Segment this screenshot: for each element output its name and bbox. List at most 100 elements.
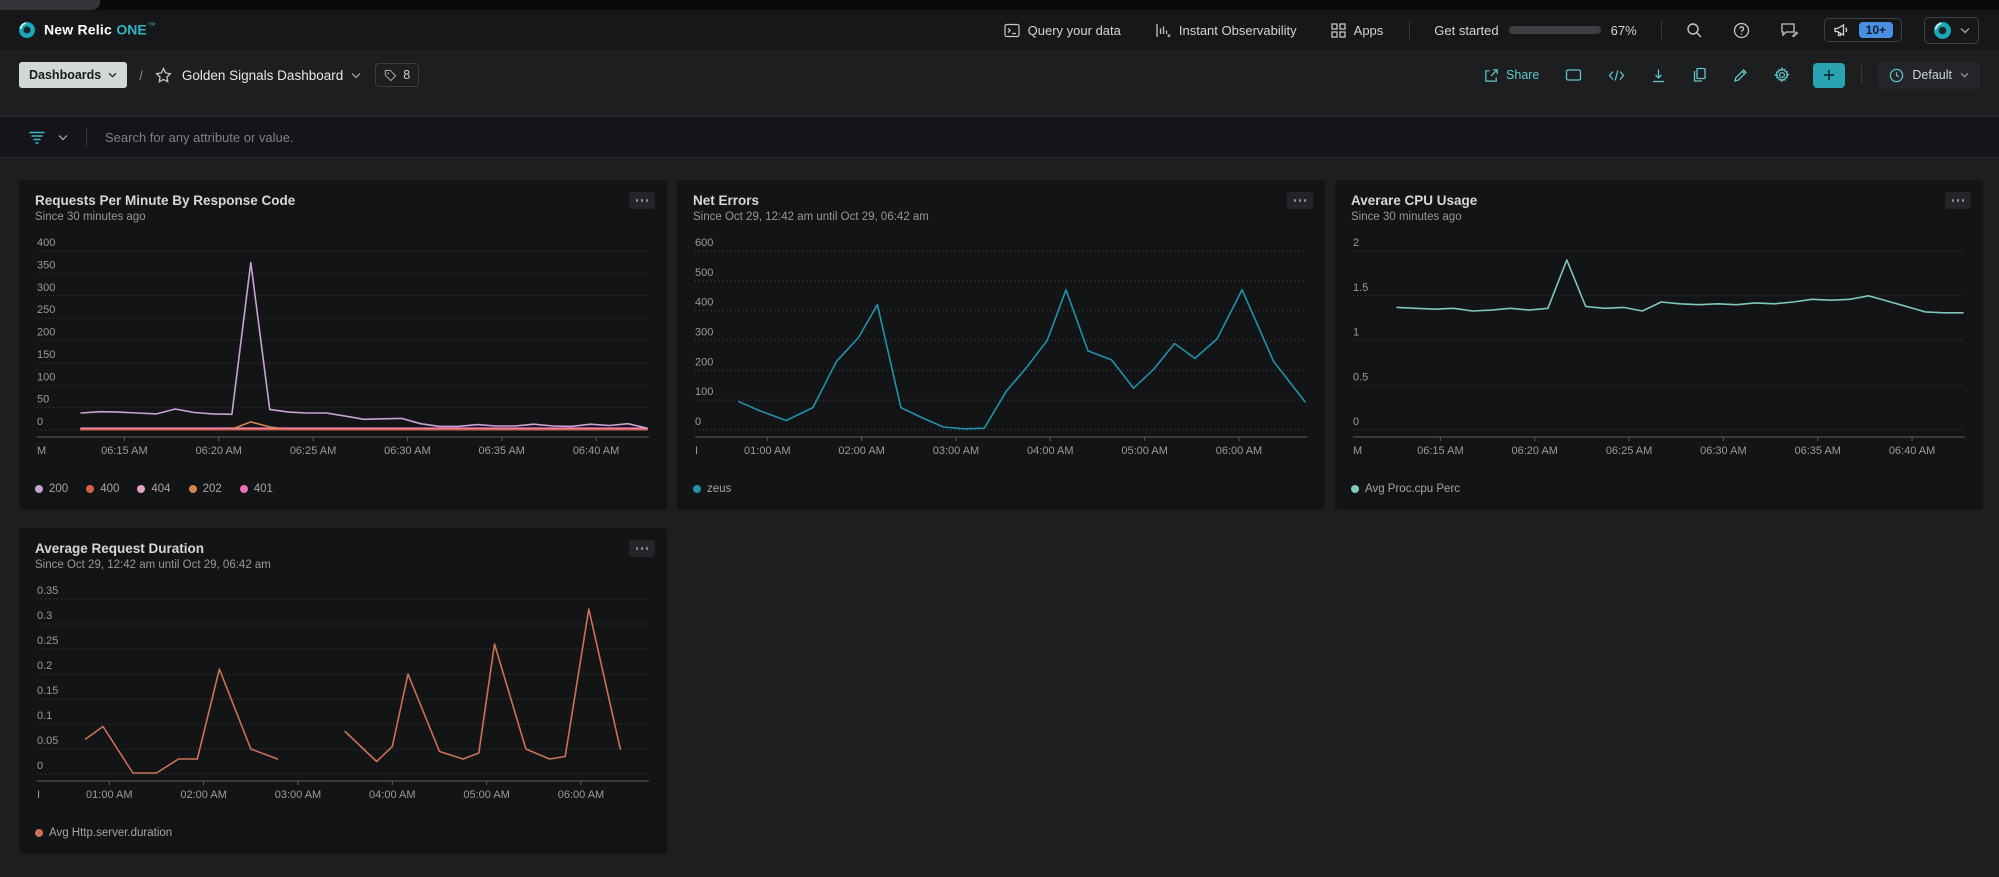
share-button[interactable]: Share	[1473, 68, 1550, 83]
panel-menu-button[interactable]	[1945, 192, 1971, 209]
tv-mode-button[interactable]	[1554, 68, 1593, 83]
legend-item[interactable]: Avg Http.server.duration	[35, 827, 172, 839]
svg-text:100: 100	[37, 371, 55, 383]
edit-button[interactable]	[1722, 68, 1759, 83]
svg-text:04:00 AM: 04:00 AM	[1027, 445, 1073, 457]
clock-icon	[1890, 68, 1904, 82]
requests-per-minute-chart[interactable]: 400 350 300 250 200 150 100 50 0 M 06:15 AM 06:20 A…	[35, 227, 651, 472]
settings-button[interactable]	[1763, 67, 1801, 83]
chevron-down-icon	[1960, 27, 1970, 34]
legend-item[interactable]: zeus	[693, 483, 731, 495]
svg-text:06:40 AM: 06:40 AM	[1889, 445, 1935, 457]
add-widget-button[interactable]	[1813, 62, 1846, 88]
dashboard-grid: Requests Per Minute By Response Code Sin…	[19, 180, 1983, 854]
share-icon	[1485, 68, 1498, 82]
svg-text:250: 250	[37, 304, 55, 316]
legend-item[interactable]: 401	[239, 483, 273, 495]
svg-text:06:35 AM: 06:35 AM	[478, 445, 524, 457]
panel-title: Averare CPU Usage	[1351, 193, 1478, 208]
navbar-separator	[1409, 21, 1411, 39]
share-label: Share	[1506, 68, 1540, 82]
dashboards-button[interactable]: Dashboards	[19, 62, 128, 88]
search-icon[interactable]	[1676, 22, 1713, 39]
legend-dot-icon	[693, 485, 701, 493]
new-relic-logo[interactable]: New Relic ONE™	[18, 21, 156, 39]
duplicate-button[interactable]	[1681, 67, 1718, 83]
legend-item[interactable]: 400	[86, 483, 119, 495]
export-button[interactable]	[1640, 68, 1677, 83]
svg-text:0.05: 0.05	[37, 735, 58, 747]
plus-icon	[1824, 70, 1835, 80]
svg-text:05:00 AM: 05:00 AM	[1121, 445, 1167, 457]
svg-text:06:30 AM: 06:30 AM	[1700, 445, 1746, 457]
legend-item[interactable]: 200	[35, 483, 68, 495]
announcements-group[interactable]: 10+	[1823, 18, 1902, 42]
panel-title: Average Request Duration	[35, 541, 205, 556]
svg-text:0.3: 0.3	[37, 610, 52, 622]
svg-text:0: 0	[1353, 416, 1359, 428]
svg-text:0: 0	[37, 416, 43, 428]
account-menu[interactable]	[1924, 16, 1979, 44]
legend-dot-icon	[137, 485, 146, 493]
get-started-progress-track	[1508, 26, 1601, 34]
svg-text:0.15: 0.15	[37, 685, 58, 697]
dashboard-title-menu[interactable]: Golden Signals Dashboard	[182, 68, 361, 83]
legend-dot-icon	[239, 485, 248, 493]
panel-menu-button[interactable]	[1287, 192, 1313, 209]
svg-text:M: M	[1353, 445, 1362, 457]
view-code-button[interactable]	[1597, 69, 1636, 82]
tags-chip[interactable]: 8	[375, 63, 420, 87]
chevron-down-icon	[351, 72, 361, 78]
panel-menu-button[interactable]	[629, 192, 655, 209]
filter-divider	[86, 127, 87, 147]
panel-title: Net Errors	[693, 193, 760, 208]
panel-title: Requests Per Minute By Response Code	[35, 193, 296, 208]
feedback-icon[interactable]	[1770, 22, 1808, 38]
svg-text:150: 150	[37, 349, 55, 361]
navbar-separator	[1660, 21, 1662, 39]
attribute-search-input[interactable]	[105, 129, 1971, 145]
download-icon	[1653, 69, 1665, 82]
chart-legend: 200 400 404 202 401	[35, 480, 651, 498]
top-strip	[0, 0, 1999, 10]
nav-apps[interactable]: Apps	[1319, 23, 1396, 38]
svg-text:50: 50	[37, 394, 49, 406]
average-cpu-usage-chart[interactable]: 2 1.5 1 0.5 0 M 06:15 AM 06:20 AM 06:25 AM 06:30 …	[1351, 227, 1967, 472]
tag-icon	[385, 69, 397, 81]
monitor-icon	[1566, 68, 1582, 81]
legend-dot-icon	[86, 485, 95, 493]
nav-instant-observability[interactable]: Instant Observability	[1143, 23, 1309, 38]
nav-query-your-data[interactable]: Query your data	[992, 23, 1133, 38]
panel-menu-button[interactable]	[629, 540, 655, 557]
dashboard-toolbar: Dashboards / Golden Signals Dashboard 8 …	[0, 50, 1999, 100]
svg-text:600: 600	[695, 237, 713, 249]
legend-item[interactable]: 202	[188, 483, 222, 495]
filter-icon[interactable]	[28, 130, 46, 145]
svg-text:I: I	[37, 789, 40, 801]
filter-chevron-icon[interactable]	[58, 134, 68, 141]
net-errors-chart[interactable]: 600 500 400 300 200 100 0 I 01:00 AM 02:00 AM 03:0…	[693, 227, 1309, 472]
svg-text:06:25 AM: 06:25 AM	[1606, 445, 1652, 457]
panel-subtitle: Since 30 minutes ago	[1351, 211, 1462, 223]
svg-text:350: 350	[37, 259, 55, 271]
legend-item[interactable]: Avg Proc.cpu Perc	[1351, 483, 1460, 495]
svg-text:400: 400	[37, 237, 55, 249]
svg-text:2: 2	[1353, 237, 1359, 249]
svg-text:0: 0	[695, 416, 701, 428]
favorite-star-icon[interactable]	[155, 66, 172, 84]
svg-text:400: 400	[695, 297, 713, 309]
toolbar-actions: Share Default	[1473, 61, 1980, 89]
get-started[interactable]: Get started 67%	[1424, 23, 1646, 38]
svg-text:06:20 AM: 06:20 AM	[1511, 445, 1557, 457]
svg-text:300: 300	[37, 282, 55, 294]
help-icon[interactable]	[1723, 22, 1760, 39]
nav-observability-label: Instant Observability	[1178, 22, 1297, 38]
copy-icon	[1694, 67, 1707, 82]
average-request-duration-chart[interactable]: 0.35 0.3 0.25 0.2 0.15 0.1 0.05 0 I 01:00 AM 02:00…	[35, 575, 651, 816]
legend-item[interactable]: 404	[137, 483, 171, 495]
svg-text:05:00 AM: 05:00 AM	[463, 789, 509, 801]
svg-text:06:00 AM: 06:00 AM	[558, 789, 604, 801]
time-picker-button[interactable]: Default	[1878, 61, 1980, 89]
chart-legend: zeus	[693, 480, 1309, 498]
legend-dot-icon	[188, 485, 197, 493]
